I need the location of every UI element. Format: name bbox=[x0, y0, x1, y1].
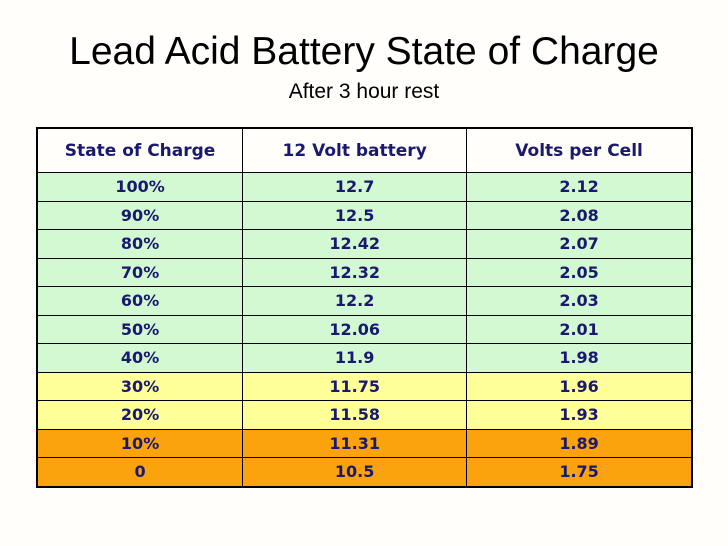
cell-twelve-volt-battery: 11.31 bbox=[242, 428, 468, 458]
cell-volts-per-cell: 1.96 bbox=[466, 371, 693, 401]
table-row: 50% 12.06 2.01 bbox=[36, 314, 693, 344]
cell-state-of-charge: 90% bbox=[36, 200, 244, 230]
cell-state-of-charge: 70% bbox=[36, 257, 244, 287]
cell-twelve-volt-battery: 12.42 bbox=[242, 229, 468, 259]
column-header-volts-per-cell: Volts per Cell bbox=[466, 127, 693, 173]
table-row: 30% 11.75 1.96 bbox=[36, 371, 693, 401]
table-row: 10% 11.31 1.89 bbox=[36, 428, 693, 458]
table-row: 90% 12.5 2.08 bbox=[36, 200, 693, 230]
cell-state-of-charge: 60% bbox=[36, 286, 244, 316]
cell-volts-per-cell: 2.03 bbox=[466, 286, 693, 316]
table-row: 60% 12.2 2.03 bbox=[36, 286, 693, 316]
table-row: 20% 11.58 1.93 bbox=[36, 400, 693, 430]
cell-volts-per-cell: 1.89 bbox=[466, 428, 693, 458]
cell-state-of-charge: 40% bbox=[36, 343, 244, 373]
table-body: 100% 12.7 2.12 90% 12.5 2.08 80% 12.42 2.07 70% 12… bbox=[36, 172, 693, 487]
table-row: 100% 12.7 2.12 bbox=[36, 172, 693, 202]
cell-volts-per-cell: 2.12 bbox=[466, 172, 693, 202]
page-title: Lead Acid Battery State of Charge bbox=[69, 30, 659, 73]
cell-volts-per-cell: 1.98 bbox=[466, 343, 693, 373]
cell-twelve-volt-battery: 11.58 bbox=[242, 400, 468, 430]
cell-twelve-volt-battery: 12.32 bbox=[242, 257, 468, 287]
cell-state-of-charge: 80% bbox=[36, 229, 244, 259]
table-header: State of Charge 12 Volt battery Volts pe… bbox=[36, 127, 693, 173]
cell-state-of-charge: 100% bbox=[36, 172, 244, 202]
state-of-charge-table: State of Charge 12 Volt battery Volts pe… bbox=[36, 127, 693, 488]
table-row: 70% 12.32 2.05 bbox=[36, 257, 693, 287]
cell-twelve-volt-battery: 11.9 bbox=[242, 343, 468, 373]
cell-state-of-charge: 20% bbox=[36, 400, 244, 430]
cell-volts-per-cell: 1.75 bbox=[466, 457, 693, 487]
cell-volts-per-cell: 2.05 bbox=[466, 257, 693, 287]
cell-twelve-volt-battery: 10.5 bbox=[242, 457, 468, 487]
table-row: 40% 11.9 1.98 bbox=[36, 343, 693, 373]
cell-state-of-charge: 50% bbox=[36, 314, 244, 344]
cell-volts-per-cell: 2.08 bbox=[466, 200, 693, 230]
cell-twelve-volt-battery: 11.75 bbox=[242, 371, 468, 401]
table-header-row: State of Charge 12 Volt battery Volts pe… bbox=[36, 127, 693, 173]
cell-volts-per-cell: 1.93 bbox=[466, 400, 693, 430]
cell-volts-per-cell: 2.07 bbox=[466, 229, 693, 259]
table-row: 0 10.5 1.75 bbox=[36, 457, 693, 487]
cell-twelve-volt-battery: 12.7 bbox=[242, 172, 468, 202]
cell-twelve-volt-battery: 12.5 bbox=[242, 200, 468, 230]
table-row: 80% 12.42 2.07 bbox=[36, 229, 693, 259]
cell-state-of-charge: 30% bbox=[36, 371, 244, 401]
column-header-12-volt-battery: 12 Volt battery bbox=[242, 127, 468, 173]
column-header-state-of-charge: State of Charge bbox=[36, 127, 244, 173]
cell-twelve-volt-battery: 12.2 bbox=[242, 286, 468, 316]
page-subtitle: After 3 hour rest bbox=[288, 80, 440, 103]
cell-twelve-volt-battery: 12.06 bbox=[242, 314, 468, 344]
cell-volts-per-cell: 2.01 bbox=[466, 314, 693, 344]
cell-state-of-charge: 10% bbox=[36, 428, 244, 458]
cell-state-of-charge: 0 bbox=[36, 457, 244, 487]
